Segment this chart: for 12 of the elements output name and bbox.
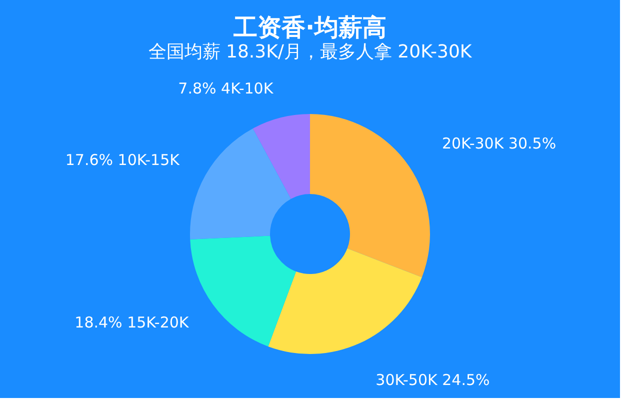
donut-slice — [252, 114, 310, 199]
slice-label: 18.4% 15K-20K — [74, 313, 190, 332]
donut-slice — [268, 248, 422, 354]
donut-slice — [190, 236, 296, 346]
chart-subtitle: 全国均薪 18.3K/月，最多人拿 20K-30K — [148, 42, 473, 63]
slice-label: 20K-30K 30.5% — [442, 134, 556, 153]
slice-label: 17.6% 10K-15K — [65, 151, 181, 170]
donut-slice — [190, 128, 291, 240]
slice-label: 30K-50K 24.5% — [376, 370, 490, 389]
chart-title: 工资香·均薪高 — [232, 14, 387, 42]
slice-label: 7.8% 4K-10K — [178, 80, 274, 98]
donut-slice — [310, 114, 430, 278]
